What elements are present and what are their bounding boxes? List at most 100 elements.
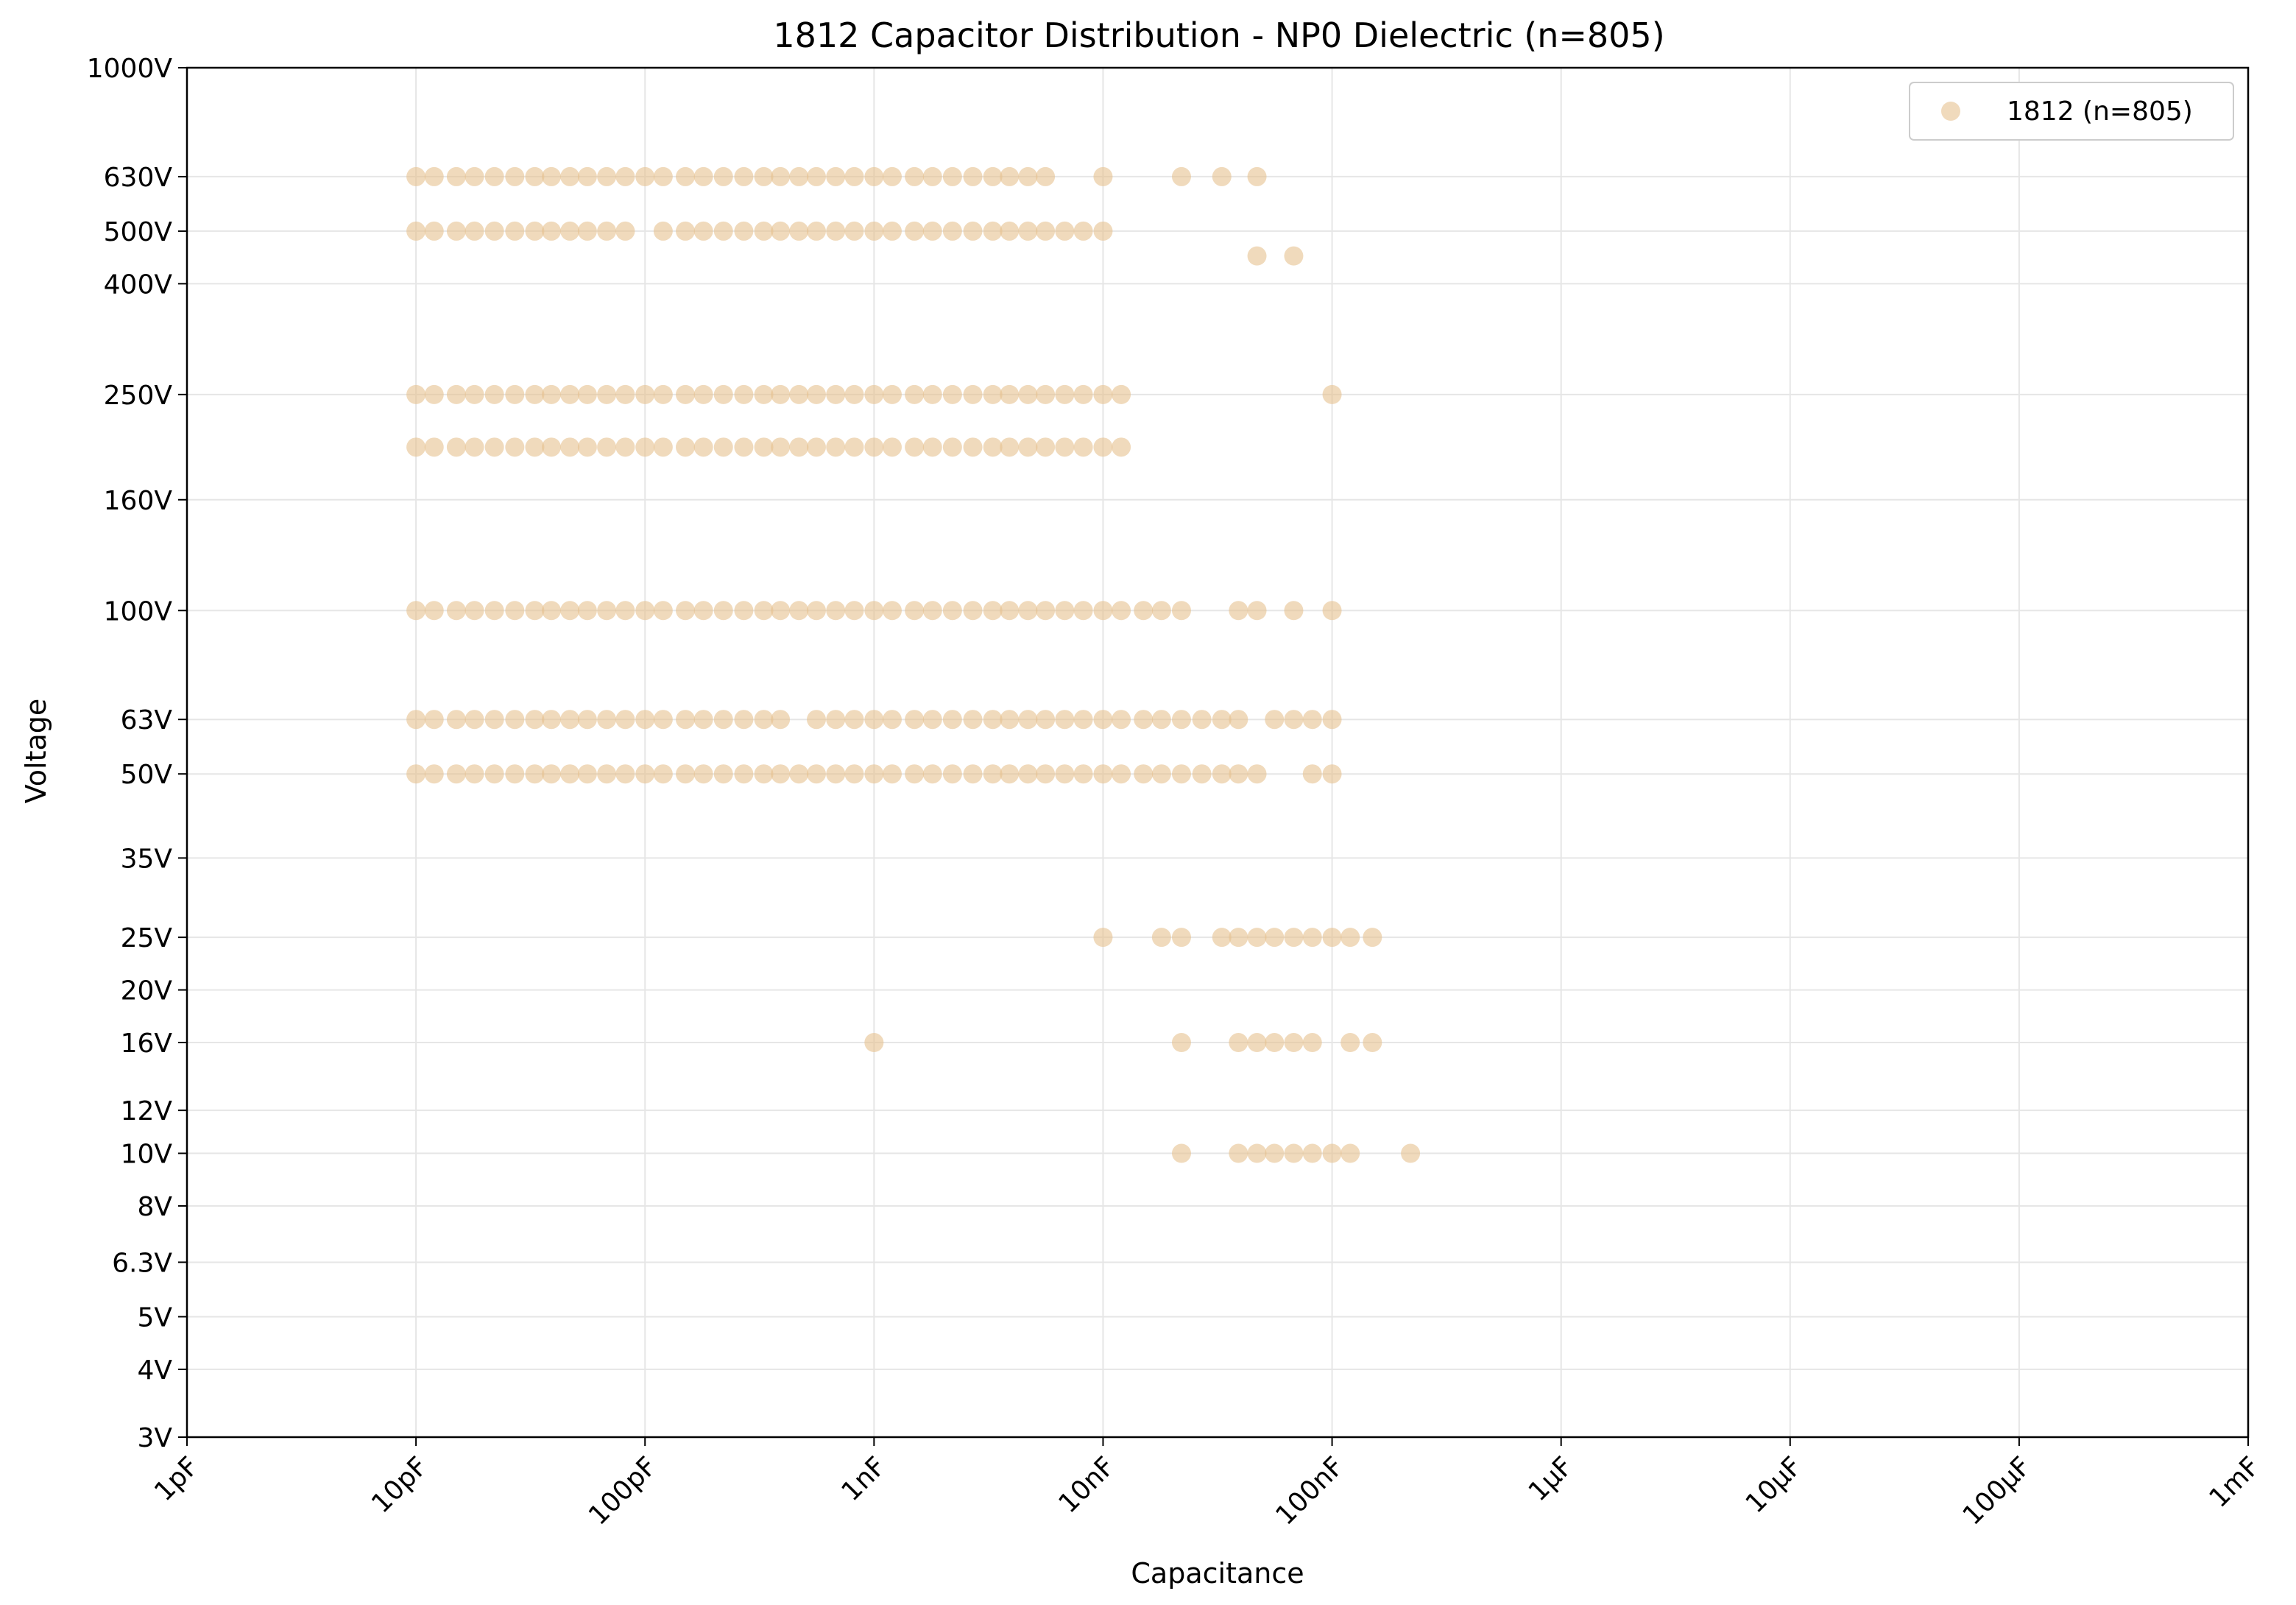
data-point [525,710,545,730]
data-point [505,710,525,730]
data-point [1055,764,1075,784]
data-point [541,601,561,621]
data-point [693,166,713,186]
y-tick-label: 3V [137,1423,172,1453]
data-point [922,764,942,784]
data-point [844,601,864,621]
data-point [406,221,426,241]
data-point [713,710,733,730]
data-point [1036,221,1056,241]
data-point [1247,246,1267,266]
data-point [615,601,635,621]
data-point [541,166,561,186]
data-point [882,437,902,457]
legend-box [1909,82,2234,141]
data-point [983,166,1003,186]
data-point [424,710,444,730]
data-point [693,384,713,404]
data-point [963,384,983,404]
data-point [942,221,962,241]
data-point [653,437,673,457]
data-point [1265,1033,1285,1053]
data-point [864,221,884,241]
data-point [1055,221,1075,241]
data-point [1093,601,1113,621]
data-point [844,764,864,784]
data-point [844,437,864,457]
data-point [789,384,809,404]
data-point [905,221,925,241]
data-point [446,437,466,457]
data-point [465,221,484,241]
y-tick-label: 630V [104,163,173,193]
data-point [1000,710,1020,730]
data-point [1229,710,1248,730]
y-tick-label: 50V [121,760,173,790]
data-point [1247,764,1267,784]
data-point [1036,710,1056,730]
data-point [844,166,864,186]
data-point [1112,601,1131,621]
data-point [983,384,1003,404]
data-point [806,764,826,784]
data-point [1212,166,1232,186]
data-point [525,166,545,186]
data-point [983,437,1003,457]
data-point [1073,384,1093,404]
data-point [1171,710,1191,730]
data-point [1093,221,1113,241]
data-point [963,601,983,621]
data-point [615,437,635,457]
data-point [942,764,962,784]
data-point [577,601,597,621]
x-tick-label: 10nF [1053,1451,1120,1519]
y-tick-label: 10V [121,1140,173,1170]
data-point [1112,764,1131,784]
data-point [525,601,545,621]
data-point [560,384,580,404]
legend: 1812 (n=805) [1909,82,2234,141]
data-point [1000,384,1020,404]
data-point [713,166,733,186]
plot-frame [186,66,2250,1439]
data-point [1073,601,1093,621]
data-point [465,764,484,784]
x-tick-label: 100µF [1957,1451,2037,1531]
data-point [1363,928,1382,948]
data-point [826,764,846,784]
x-tick-label: 10µF [1740,1451,1808,1519]
data-point [882,384,902,404]
data-point [446,764,466,784]
data-point [826,166,846,186]
data-point [446,710,466,730]
data-point [922,384,942,404]
data-point [806,384,826,404]
data-point [1000,437,1020,457]
data-point [597,437,617,457]
data-point [1229,1143,1248,1163]
data-point [942,710,962,730]
data-point [713,437,733,457]
data-point [693,710,713,730]
data-point [864,601,884,621]
data-point [597,764,617,784]
data-point [615,221,635,241]
data-point [734,437,754,457]
data-point [754,601,774,621]
x-tick-label: 100pF [583,1451,663,1531]
data-point [1036,166,1056,186]
data-point [597,710,617,730]
data-point [615,764,635,784]
data-point [1134,601,1154,621]
data-point [424,764,444,784]
data-point [577,221,597,241]
x-axis-label: Capacitance [1131,1557,1304,1590]
data-point [1340,1033,1360,1053]
data-point [754,166,774,186]
data-point [484,437,504,457]
data-point [1192,710,1212,730]
data-point [1073,437,1093,457]
data-point [676,384,696,404]
data-point [922,437,942,457]
data-point [844,221,864,241]
